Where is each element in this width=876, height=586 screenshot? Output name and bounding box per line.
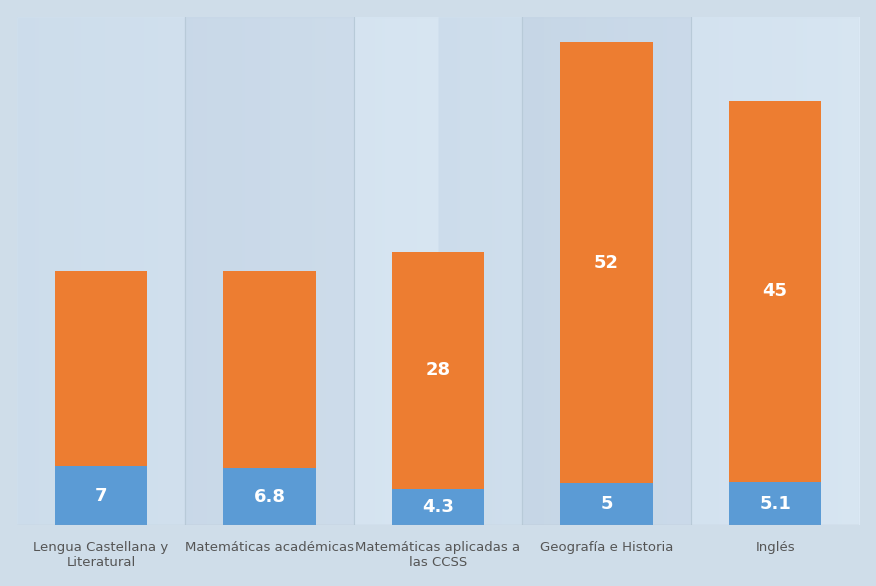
- Bar: [17, 16, 185, 526]
- Bar: [729, 482, 822, 526]
- Text: 7: 7: [95, 487, 107, 505]
- Bar: [691, 16, 859, 526]
- Bar: [729, 101, 822, 482]
- Bar: [223, 271, 316, 468]
- Bar: [560, 483, 653, 526]
- Bar: [185, 16, 354, 526]
- Text: 5.1: 5.1: [759, 495, 791, 513]
- Text: 4.3: 4.3: [422, 498, 454, 516]
- Text: 6.8: 6.8: [253, 488, 286, 506]
- Text: 45: 45: [763, 282, 788, 301]
- Bar: [522, 16, 691, 526]
- Text: 28: 28: [426, 361, 450, 379]
- Bar: [354, 16, 522, 526]
- Bar: [392, 251, 484, 489]
- Text: 5: 5: [600, 495, 613, 513]
- Bar: [223, 468, 316, 526]
- Bar: [392, 489, 484, 526]
- Bar: [54, 271, 147, 466]
- Bar: [560, 42, 653, 483]
- Text: 52: 52: [594, 254, 619, 271]
- Bar: [54, 466, 147, 526]
